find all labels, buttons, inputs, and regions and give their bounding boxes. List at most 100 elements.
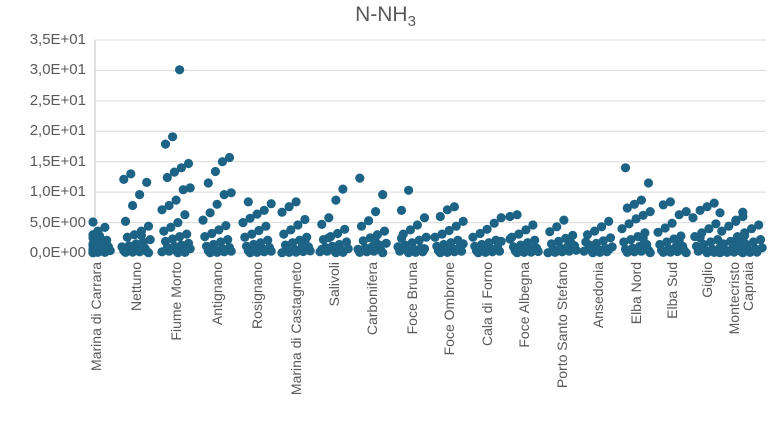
- data-point: [688, 213, 698, 223]
- data-point: [442, 247, 452, 257]
- data-point: [430, 232, 440, 242]
- data-point: [681, 248, 691, 258]
- data-point: [674, 210, 684, 220]
- data-point: [622, 203, 632, 213]
- chart-title-subscript: 3: [407, 13, 416, 31]
- data-point: [411, 247, 421, 257]
- data-point: [722, 247, 732, 257]
- data-point: [709, 198, 719, 208]
- data-point: [176, 163, 186, 173]
- data-point: [595, 247, 605, 257]
- data-point: [605, 233, 616, 243]
- data-point: [224, 152, 235, 163]
- data-point: [219, 190, 229, 200]
- data-point: [514, 229, 524, 239]
- data-point: [120, 216, 131, 226]
- data-point: [489, 244, 499, 254]
- x-axis-label: Nettuno: [128, 262, 144, 312]
- data-point: [142, 177, 152, 187]
- data-point: [207, 228, 217, 239]
- x-axis-label: Ansedonia: [590, 262, 606, 329]
- data-point: [200, 232, 210, 242]
- data-point: [338, 184, 348, 194]
- data-point: [279, 229, 289, 239]
- data-point: [626, 235, 636, 245]
- data-point: [597, 222, 607, 232]
- data-point: [754, 220, 764, 230]
- data-point: [100, 222, 110, 232]
- data-point: [435, 248, 445, 258]
- data-point: [254, 225, 264, 236]
- x-axis-label: Marina di Castagneto: [288, 262, 304, 396]
- data-point: [519, 247, 529, 257]
- data-point: [421, 232, 431, 242]
- data-point: [468, 232, 478, 242]
- data-point: [175, 232, 185, 242]
- data-point: [240, 232, 250, 242]
- data-point: [404, 185, 414, 195]
- data-point: [129, 230, 139, 240]
- data-point: [286, 225, 296, 235]
- data-point: [173, 248, 183, 258]
- data-point: [324, 213, 334, 223]
- data-point: [364, 216, 374, 226]
- data-point: [590, 226, 600, 236]
- data-point: [212, 247, 222, 257]
- y-axis-tick-label: 1,0E+01: [29, 183, 86, 201]
- data-point: [745, 247, 755, 257]
- data-point: [298, 246, 308, 257]
- data-point: [395, 246, 405, 256]
- data-point: [171, 195, 181, 205]
- x-axis-label: Cala di Forno: [479, 262, 495, 347]
- data-point: [284, 202, 294, 212]
- data-point: [120, 247, 131, 257]
- data-point: [674, 236, 684, 246]
- data-point: [266, 246, 276, 256]
- data-point: [203, 178, 213, 188]
- data-point: [143, 248, 154, 258]
- data-point: [412, 220, 422, 230]
- data-point: [300, 236, 310, 246]
- data-point: [261, 221, 271, 231]
- y-axis-tick-label: 3,0E+01: [29, 61, 86, 79]
- data-point: [245, 213, 255, 223]
- data-point: [645, 207, 655, 217]
- data-point: [512, 210, 522, 220]
- data-point: [550, 247, 560, 257]
- y-axis-tick-label: 1,5E+01: [29, 152, 86, 170]
- x-axis-label: Marina di Carrara: [88, 262, 104, 371]
- data-point: [159, 226, 169, 236]
- data-point: [212, 199, 222, 209]
- data-point: [620, 163, 631, 173]
- data-point: [135, 190, 145, 200]
- data-point: [355, 247, 365, 257]
- x-axis-label: Elba Nord: [628, 262, 644, 325]
- data-point: [748, 237, 759, 247]
- data-point: [435, 211, 445, 222]
- data-point: [475, 228, 485, 239]
- data-point: [437, 229, 447, 239]
- data-point: [219, 247, 229, 257]
- x-axis-label: Fiume Morto: [168, 262, 184, 341]
- data-point: [217, 157, 227, 167]
- data-point: [338, 247, 348, 257]
- data-point: [291, 197, 301, 207]
- data-point: [702, 202, 712, 212]
- data-point: [182, 229, 192, 239]
- data-point: [145, 235, 155, 245]
- data-point: [636, 195, 647, 205]
- data-point: [263, 235, 273, 245]
- x-axis-label: Rosignano: [249, 262, 265, 329]
- data-point: [731, 238, 741, 248]
- data-point: [496, 236, 506, 246]
- y-axis-tick-label: 2,0E+01: [29, 122, 86, 140]
- data-point: [660, 223, 670, 233]
- data-point: [704, 224, 714, 234]
- data-point: [458, 239, 468, 249]
- data-point: [622, 247, 632, 257]
- data-point: [638, 210, 648, 220]
- data-point: [305, 246, 315, 256]
- data-point: [419, 213, 430, 223]
- data-point: [681, 207, 691, 217]
- data-point: [371, 207, 381, 217]
